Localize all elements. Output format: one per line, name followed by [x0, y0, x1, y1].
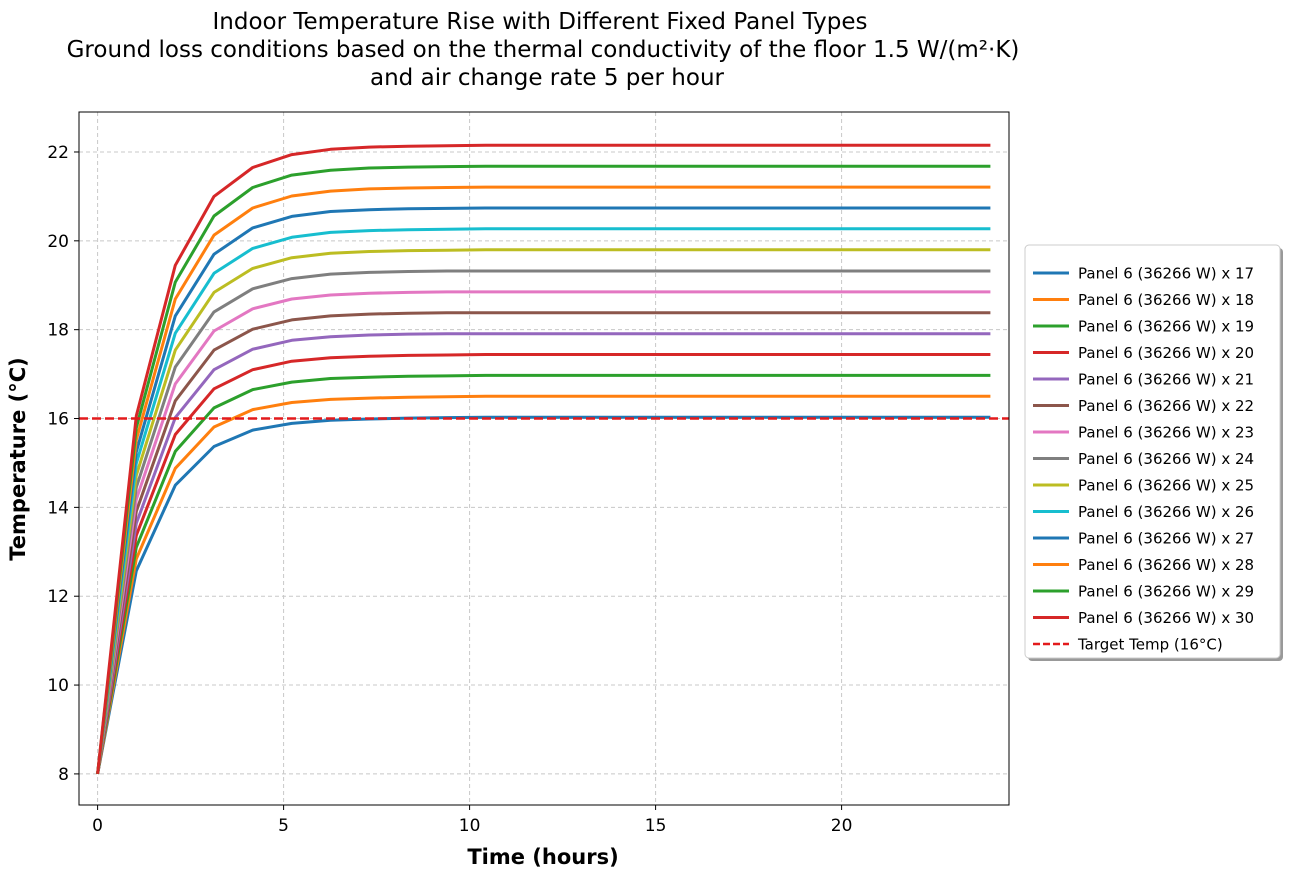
series-line-5: [96, 332, 991, 775]
plot-frame: [78, 111, 1010, 806]
legend-entry-2: Panel 6 (36266 W) x 18: [1033, 291, 1254, 309]
legend-box: [1024, 244, 1281, 659]
legend-label: Panel 6 (36266 W) x 17: [1078, 265, 1254, 283]
y-tick-label: 22: [47, 143, 69, 163]
series-line-3: [96, 373, 991, 775]
legend-entry-target: Target Temp (16°C): [1033, 636, 1223, 654]
legend-label: Panel 6 (36266 W) x 18: [1078, 291, 1254, 309]
x-axis-label: Time (hours): [467, 845, 618, 869]
series-lines: [79, 143, 1009, 775]
y-tick-label: 12: [47, 587, 69, 607]
legend-label: Panel 6 (36266 W) x 30: [1078, 609, 1254, 627]
series-line-13: [96, 164, 991, 775]
legend-label: Panel 6 (36266 W) x 20: [1078, 344, 1254, 362]
series-line-11: [96, 206, 991, 775]
legend-entry-4: Panel 6 (36266 W) x 20: [1033, 344, 1254, 362]
series-line-2: [96, 394, 991, 775]
chart-title-line-2: Ground loss conditions based on the ther…: [67, 37, 1020, 63]
series-line-1: [96, 415, 991, 775]
chart-title: Indoor Temperature Rise with Different F…: [67, 9, 1020, 91]
x-tick-label: 10: [459, 816, 481, 836]
legend-entry-11: Panel 6 (36266 W) x 27: [1033, 530, 1254, 548]
legend-label: Panel 6 (36266 W) x 24: [1078, 450, 1254, 468]
y-axis-label: Temperature (°C): [6, 357, 30, 560]
x-tick-label: 20: [831, 816, 853, 836]
series-line-10: [96, 227, 991, 775]
legend-entry-14: Panel 6 (36266 W) x 30: [1033, 609, 1254, 627]
series-line-8: [96, 269, 991, 775]
series-line-7: [96, 290, 991, 775]
y-tick-label: 20: [47, 232, 69, 252]
series-line-6: [96, 311, 991, 775]
legend-label: Panel 6 (36266 W) x 29: [1078, 583, 1254, 601]
legend-entry-1: Panel 6 (36266 W) x 17: [1033, 265, 1254, 283]
y-axis-ticks: 8 10 12 14 16 18 20 22: [47, 143, 79, 785]
y-tick-label: 10: [47, 676, 69, 696]
series-line-12: [96, 185, 991, 775]
x-axis-ticks: 0 5 10 15 20: [92, 805, 852, 836]
legend-entry-7: Panel 6 (36266 W) x 23: [1033, 424, 1254, 442]
y-tick-label: 18: [47, 321, 69, 341]
legend-label: Panel 6 (36266 W) x 28: [1078, 556, 1254, 574]
legend-entry-5: Panel 6 (36266 W) x 21: [1033, 371, 1254, 389]
legend-label: Panel 6 (36266 W) x 27: [1078, 530, 1254, 548]
legend-label: Panel 6 (36266 W) x 22: [1078, 397, 1254, 415]
legend-label: Panel 6 (36266 W) x 25: [1078, 477, 1254, 495]
legend-label: Panel 6 (36266 W) x 21: [1078, 371, 1254, 389]
legend-entry-12: Panel 6 (36266 W) x 28: [1033, 556, 1254, 574]
legend-entry-13: Panel 6 (36266 W) x 29: [1033, 583, 1254, 601]
chart-title-line-1: Indoor Temperature Rise with Different F…: [213, 9, 868, 35]
legend: Panel 6 (36266 W) x 17 Panel 6 (36266 W) …: [1024, 244, 1283, 661]
grid-lines: [79, 112, 1009, 805]
x-tick-label: 5: [278, 816, 289, 836]
legend-label: Panel 6 (36266 W) x 19: [1078, 318, 1254, 336]
y-tick-label: 8: [58, 765, 69, 785]
chart-title-line-3: and air change rate 5 per hour: [370, 65, 725, 91]
x-tick-label: 0: [92, 816, 103, 836]
legend-entry-3: Panel 6 (36266 W) x 19: [1033, 318, 1254, 336]
series-line-14: [96, 143, 991, 775]
legend-entry-10: Panel 6 (36266 W) x 26: [1033, 503, 1254, 521]
legend-label: Panel 6 (36266 W) x 26: [1078, 503, 1254, 521]
y-tick-label: 16: [47, 410, 69, 430]
legend-entry-6: Panel 6 (36266 W) x 22: [1033, 397, 1254, 415]
legend-entry-8: Panel 6 (36266 W) x 24: [1033, 450, 1254, 468]
series-line-9: [96, 248, 991, 775]
x-tick-label: 15: [645, 816, 667, 836]
legend-entry-9: Panel 6 (36266 W) x 25: [1033, 477, 1254, 495]
legend-label: Panel 6 (36266 W) x 23: [1078, 424, 1254, 442]
legend-label: Target Temp (16°C): [1077, 636, 1223, 654]
y-tick-label: 14: [47, 498, 69, 518]
